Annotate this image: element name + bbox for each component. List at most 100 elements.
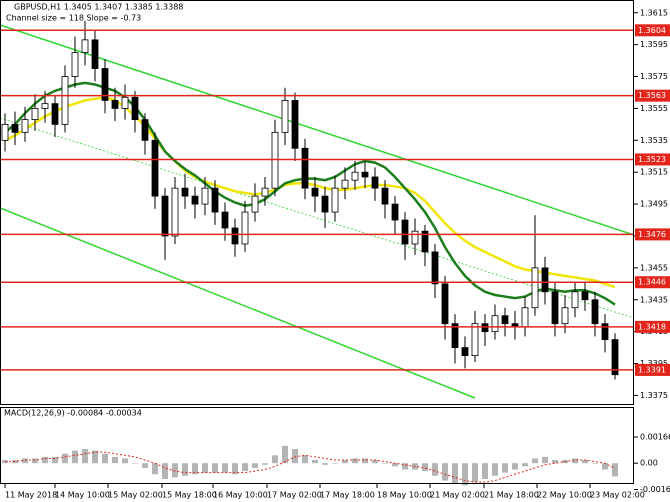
macd-bar — [132, 463, 138, 464]
x-tick-label: 18 May 10:00 — [377, 491, 432, 500]
macd-frame — [0, 407, 634, 484]
candle-body — [141, 119, 149, 141]
price-frame — [0, 0, 634, 405]
macd-bar — [242, 463, 248, 472]
candle-body — [361, 171, 369, 178]
macd-bar — [192, 463, 198, 475]
level-label-box — [635, 228, 670, 241]
candle-body — [551, 291, 559, 325]
candle-body — [251, 195, 259, 213]
macd-bar — [32, 458, 38, 464]
macd-bar — [432, 463, 438, 476]
candle-body — [571, 291, 579, 309]
candle-body — [341, 179, 349, 189]
macd-bar — [92, 450, 98, 464]
y-tick-label: 0.00 — [640, 459, 658, 468]
macd-bar — [352, 458, 358, 464]
macd-bar — [532, 458, 538, 464]
macd-bar — [502, 463, 508, 473]
candle-body — [451, 323, 459, 348]
macd-bar — [272, 455, 278, 464]
macd-bar — [372, 460, 378, 464]
y-tick-label: 1.3515 — [640, 168, 668, 177]
level-label: 1.3446 — [638, 278, 666, 287]
candle-body — [201, 187, 209, 205]
macd-bar — [462, 463, 468, 486]
macd-bar — [602, 463, 608, 470]
x-tick-label: 21 May 18:00 — [484, 491, 539, 500]
candle-body — [541, 267, 549, 293]
macd-bar — [552, 460, 558, 464]
macd-bar — [152, 463, 158, 475]
y-tick-label: 1.3495 — [640, 200, 668, 209]
x-tick-label: 17 May 02:00 — [267, 491, 322, 500]
candle-body — [111, 100, 119, 109]
macd-bar — [312, 460, 318, 464]
x-tick-label: 22 May 10:00 — [537, 491, 592, 500]
candle-body — [431, 251, 439, 285]
x-tick-label: 14 May 10:00 — [55, 491, 110, 500]
macd-bar — [342, 460, 348, 464]
candle-body — [301, 147, 309, 189]
candle-body — [491, 315, 499, 333]
macd-bar — [62, 453, 68, 464]
macd-bar — [122, 458, 128, 464]
candle-body — [91, 39, 99, 69]
y-tick-label: 1.3575 — [640, 72, 668, 81]
x-tick-label: 16 May 10:00 — [213, 491, 268, 500]
macd-bar — [102, 453, 108, 464]
price-panel — [0, 20, 634, 399]
candle-body — [471, 323, 479, 356]
candle-body — [601, 323, 609, 341]
x-tick-label: 15 May 02:00 — [108, 491, 163, 500]
level-label-box — [635, 276, 670, 289]
candle-body — [391, 203, 399, 221]
x-tick-label: 23 May 02:00 — [590, 491, 645, 500]
x-tick-label: 11 May 2018 — [5, 491, 57, 500]
candle-body — [271, 131, 279, 189]
y-tick-label: 1.3435 — [640, 295, 668, 304]
candle-body — [611, 339, 619, 376]
macd-bar — [612, 463, 618, 477]
macd-bar — [42, 456, 48, 464]
channel-middle — [0, 117, 634, 319]
channel-upper — [0, 24, 634, 236]
chart-subtitle: Channel size = 118 Slope = -0.73 — [6, 14, 141, 23]
macd-bar — [442, 463, 448, 481]
macd-bar — [72, 450, 78, 464]
macd-bar — [182, 463, 188, 476]
macd-bar — [212, 463, 218, 473]
candle-body — [71, 52, 79, 77]
candle-body — [211, 187, 219, 213]
macd-bar — [482, 463, 488, 479]
y-tick-label: -0.00167 — [640, 485, 670, 494]
candle-body — [291, 100, 299, 149]
macd-bar — [472, 463, 478, 483]
candle-body — [81, 39, 89, 54]
candle-body — [41, 103, 49, 109]
level-label: 1.3476 — [638, 230, 666, 239]
macd-panel — [2, 445, 618, 486]
macd-bar — [52, 456, 58, 464]
candle-body — [531, 267, 539, 309]
macd-bar — [202, 463, 208, 473]
macd-bar — [382, 463, 388, 464]
y-tick-label: 1.3535 — [640, 136, 668, 145]
macd-bar — [142, 463, 148, 468]
candle-body — [181, 187, 189, 197]
y-tick-label: 1.3395 — [640, 359, 668, 368]
candle-body — [441, 283, 449, 325]
candle-body — [411, 230, 419, 245]
level-label-box — [635, 24, 670, 37]
candle-body — [101, 68, 109, 101]
level-label: 1.3604 — [638, 26, 666, 35]
macd-bar — [542, 456, 548, 464]
candle-body — [61, 76, 69, 125]
candle-body — [521, 307, 529, 328]
macd-bar — [422, 463, 428, 472]
candle-body — [31, 108, 39, 120]
macd-bar — [162, 463, 168, 479]
candle-body — [121, 96, 129, 109]
